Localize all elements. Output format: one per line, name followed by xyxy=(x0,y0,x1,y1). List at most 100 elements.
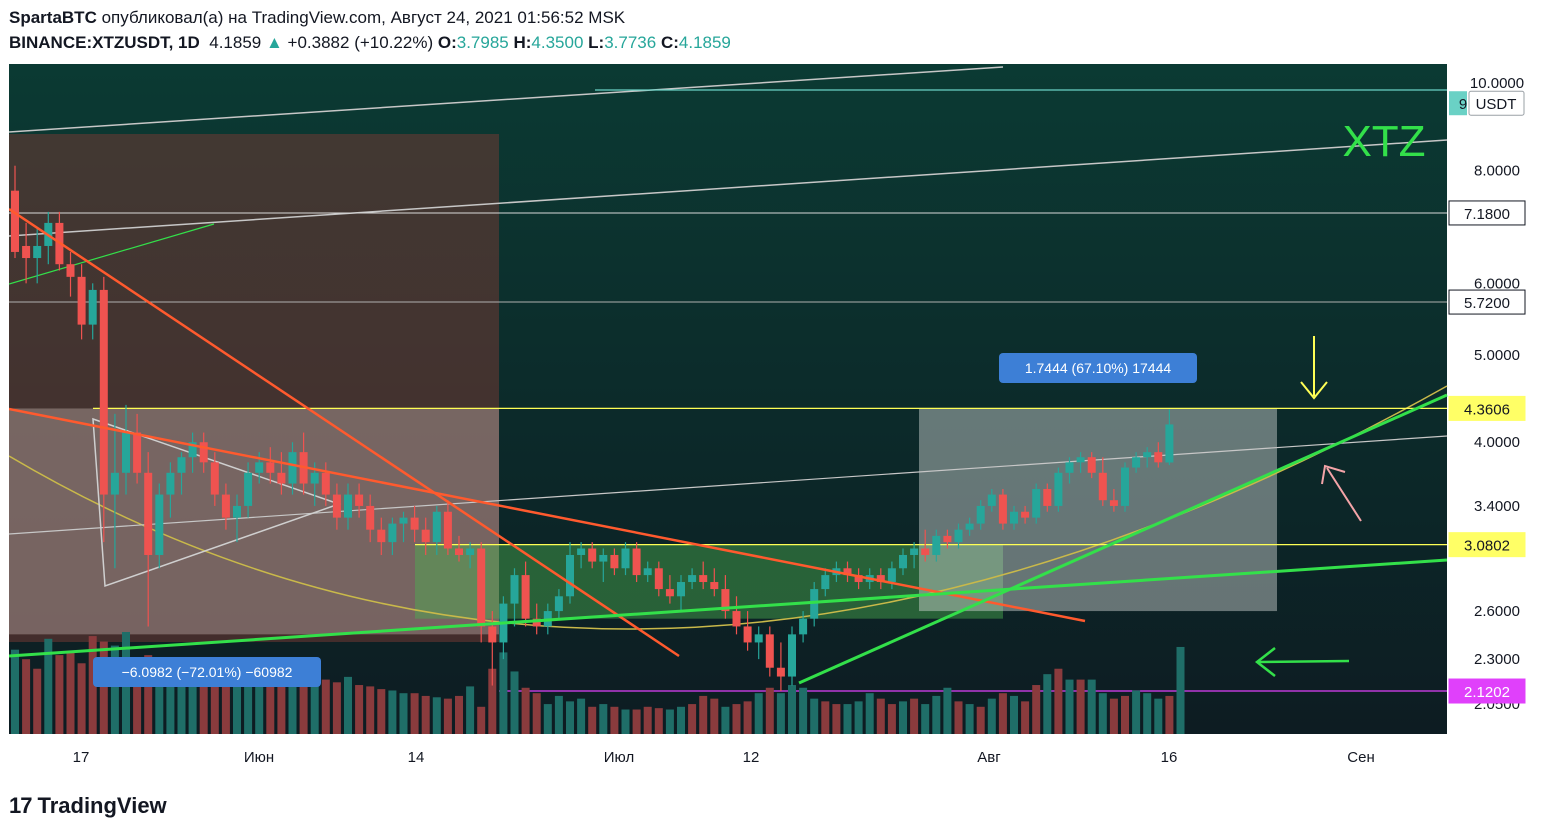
candle xyxy=(144,452,153,627)
green-arrow-head-icon xyxy=(1254,647,1276,677)
candle xyxy=(466,542,475,569)
candle xyxy=(277,452,286,495)
candle-body xyxy=(921,548,930,555)
candle xyxy=(1076,452,1085,473)
candle-body xyxy=(810,589,819,619)
high-label: H: xyxy=(513,33,532,52)
candle-body xyxy=(987,494,996,506)
candle-body xyxy=(976,505,985,524)
candle-body xyxy=(854,575,863,583)
candle xyxy=(266,447,275,484)
candle-body xyxy=(1087,457,1096,473)
volume-bar xyxy=(266,676,275,734)
candle-body xyxy=(521,575,530,619)
volume-bar xyxy=(466,686,475,734)
candle-body xyxy=(177,457,186,473)
candle xyxy=(821,568,830,597)
measure-label-text: −6.0982 (−72.01%) −60982 xyxy=(122,664,293,680)
candle-body xyxy=(277,472,286,484)
candle xyxy=(432,505,441,555)
candle xyxy=(754,626,763,660)
volume-bar xyxy=(976,706,985,734)
candle-body xyxy=(721,589,730,612)
volume-bar xyxy=(610,706,619,734)
candle-body xyxy=(688,575,697,583)
candle xyxy=(965,517,974,536)
volume-bar xyxy=(455,695,463,734)
candle-body xyxy=(599,554,608,562)
currency-unit-label[interactable]: USDT xyxy=(1476,96,1517,113)
price-tick-label: 8.0000 xyxy=(1474,163,1520,180)
candle-body xyxy=(621,548,630,569)
candle-body xyxy=(632,548,641,576)
volume-bar xyxy=(566,701,574,734)
candle xyxy=(1132,452,1141,473)
volume-bar xyxy=(1121,695,1129,734)
candle-body xyxy=(488,626,497,643)
candle xyxy=(776,642,785,692)
price-tick-label: 2.6000 xyxy=(1474,603,1520,620)
volume-bar xyxy=(188,672,197,734)
ohlc-legend: BINANCE:XTZUSDT, 1D 4.1859 ▲ +0.3882 (+1… xyxy=(9,33,731,53)
candle-body xyxy=(1143,452,1152,458)
candle xyxy=(355,483,364,518)
time-axis[interactable]: 17 Июн 14 Июл 12 Авг 16 Сен xyxy=(73,749,1375,766)
candle xyxy=(99,276,108,543)
candle-body xyxy=(510,575,519,604)
volume-bar xyxy=(22,659,31,734)
candle-body xyxy=(33,245,42,259)
volume-bar xyxy=(488,668,497,734)
candle xyxy=(710,568,719,597)
volume-bar xyxy=(643,706,652,734)
candle xyxy=(199,432,208,473)
volume-bar xyxy=(177,663,186,734)
candle-body xyxy=(99,289,108,495)
candle xyxy=(288,442,297,495)
price-tick-label: 6.0000 xyxy=(1474,275,1520,292)
volume-bar xyxy=(421,695,430,734)
candle-body xyxy=(288,452,297,484)
close-value: 4.1859 xyxy=(678,33,731,52)
candle-body xyxy=(477,548,486,627)
candle-body xyxy=(377,529,386,543)
candle xyxy=(88,283,97,340)
volume-bar xyxy=(355,685,364,734)
candle-body xyxy=(799,618,808,635)
price-level-label: 4.3606 xyxy=(1464,401,1510,418)
price-tick-label: 4.0000 xyxy=(1474,434,1520,451)
candle-body xyxy=(88,289,97,325)
volume-bar xyxy=(1010,695,1018,734)
candle xyxy=(221,483,230,530)
candle xyxy=(388,517,397,555)
symbol-label[interactable]: BINANCE:XTZUSDT, 1D xyxy=(9,33,200,52)
price-level-label: 2.1202 xyxy=(1464,684,1510,701)
brand-name[interactable]: TradingView xyxy=(37,793,167,818)
currency-unit-box[interactable] xyxy=(1468,90,1525,116)
candle xyxy=(166,462,175,518)
candle-body xyxy=(399,517,408,524)
candle xyxy=(765,626,774,677)
candle-body xyxy=(610,554,619,569)
price-chart[interactable]: XTZ 1.7444 (67.10%) 17444 −6.0982 (−72.01%… xyxy=(9,64,1546,778)
candle xyxy=(699,561,708,590)
time-tick-label: 17 xyxy=(73,749,90,766)
candle-body xyxy=(77,276,86,325)
price-level-box xyxy=(1448,532,1526,558)
volume-bar xyxy=(155,668,164,734)
volume-bar xyxy=(144,655,153,734)
candle-body xyxy=(876,575,885,583)
author-name[interactable]: SpartaBTC xyxy=(9,8,97,27)
candle-body xyxy=(221,494,230,518)
time-tick-label: Авг xyxy=(977,749,1001,766)
price-axis[interactable]: 10.0000 8.0000 6.0000 5.0000 4.0000 3.4000 2.6… xyxy=(1448,75,1526,713)
candle xyxy=(77,264,86,340)
publish-info: SpartaBTC опубликовал(а) на TradingView.… xyxy=(9,8,625,28)
volume-bar xyxy=(388,690,397,734)
channel-mid-line xyxy=(9,139,1448,237)
candle-body xyxy=(965,523,974,530)
candle xyxy=(110,413,119,569)
volume-bar xyxy=(954,701,963,734)
tradingview-logo-icon[interactable]: 17 xyxy=(9,793,33,818)
volume-bar xyxy=(543,704,552,734)
volume-bar xyxy=(199,659,208,734)
